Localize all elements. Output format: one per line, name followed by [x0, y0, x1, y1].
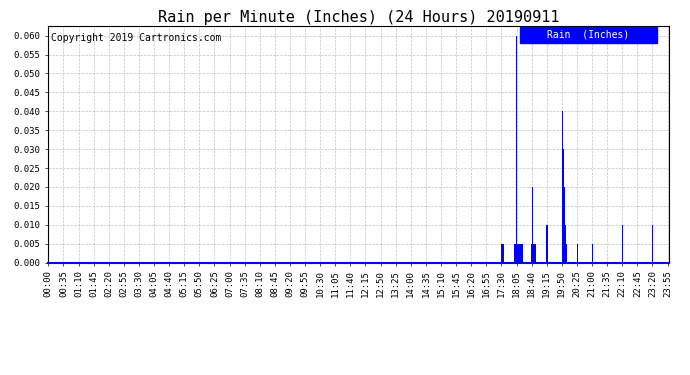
Text: Rain  (Inches): Rain (Inches)	[547, 30, 630, 40]
Text: Copyright 2019 Cartronics.com: Copyright 2019 Cartronics.com	[51, 33, 221, 44]
Title: Rain per Minute (Inches) (24 Hours) 20190911: Rain per Minute (Inches) (24 Hours) 2019…	[158, 10, 560, 25]
FancyBboxPatch shape	[520, 27, 657, 43]
